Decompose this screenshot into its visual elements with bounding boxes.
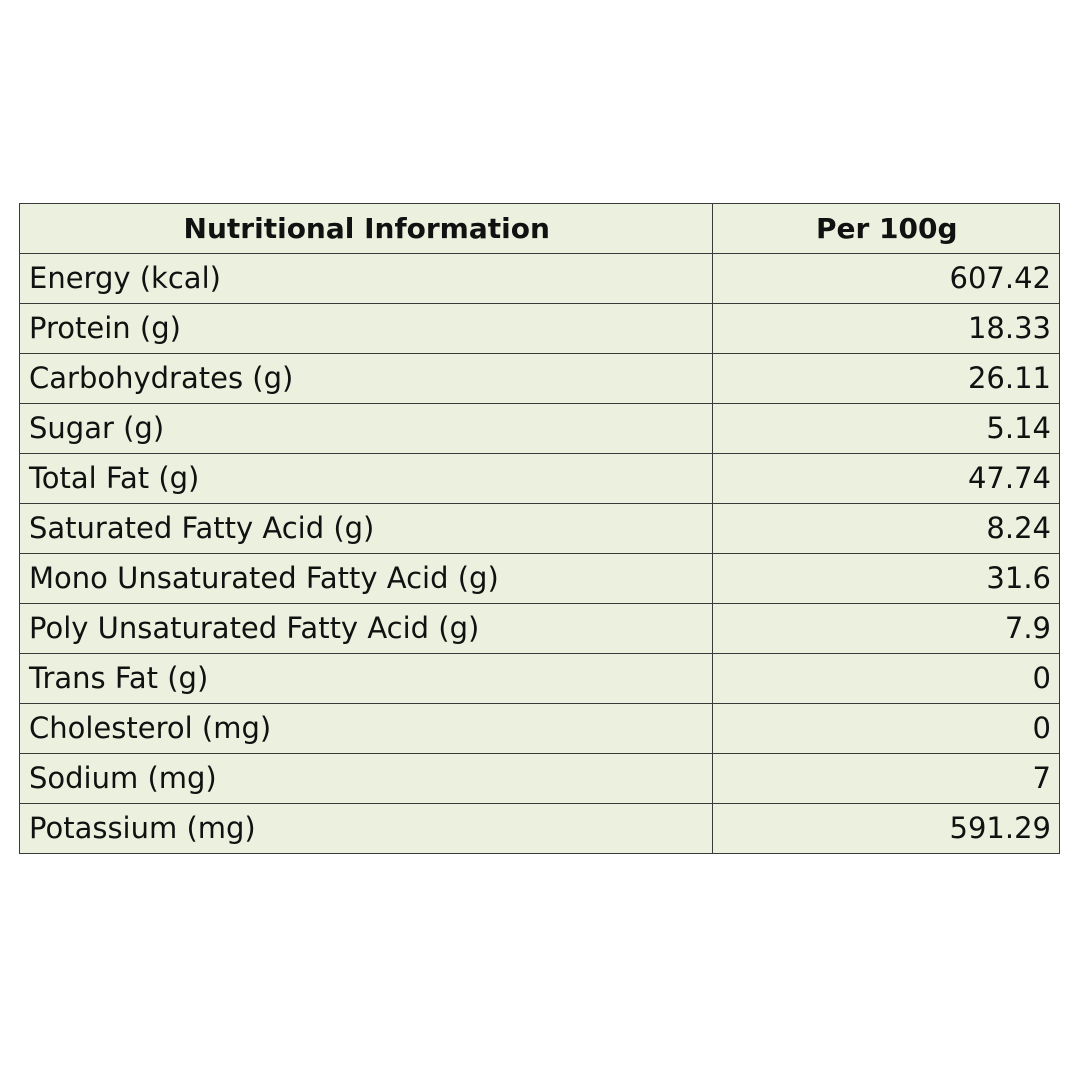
- nutrient-label: Poly Unsaturated Fatty Acid (g): [18, 603, 714, 654]
- table-row: Trans Fat (g) 0: [18, 653, 1060, 704]
- nutrient-value: 5.14: [712, 403, 1060, 454]
- table-row: Sodium (mg) 7: [18, 753, 1060, 804]
- table-row: Cholesterol (mg) 0: [18, 703, 1060, 754]
- nutrient-label: Energy (kcal): [18, 253, 714, 304]
- header-per-100g: Per 100g: [712, 203, 1060, 254]
- nutrient-label: Mono Unsaturated Fatty Acid (g): [18, 553, 714, 604]
- header-nutritional-information: Nutritional Information: [18, 203, 714, 254]
- table-row: Mono Unsaturated Fatty Acid (g) 31.6: [18, 553, 1060, 604]
- nutrient-label: Total Fat (g): [18, 453, 714, 504]
- table-row: Protein (g) 18.33: [18, 303, 1060, 354]
- table-row: Saturated Fatty Acid (g) 8.24: [18, 503, 1060, 554]
- nutrient-value: 7.9: [712, 603, 1060, 654]
- nutrient-label: Cholesterol (mg): [18, 703, 714, 754]
- table-row: Potassium (mg) 591.29: [18, 803, 1060, 854]
- nutrient-label: Carbohydrates (g): [18, 353, 714, 404]
- nutrient-value: 26.11: [712, 353, 1060, 404]
- nutrient-value: 18.33: [712, 303, 1060, 354]
- nutrient-label: Potassium (mg): [18, 803, 714, 854]
- nutrient-label: Protein (g): [18, 303, 714, 354]
- nutrition-table: Nutritional Information Per 100g Energy …: [18, 203, 1060, 854]
- table-header-row: Nutritional Information Per 100g: [18, 203, 1060, 254]
- nutrient-value: 0: [712, 653, 1060, 704]
- nutrient-label: Sodium (mg): [18, 753, 714, 804]
- nutrient-value: 47.74: [712, 453, 1060, 504]
- nutrient-label: Saturated Fatty Acid (g): [18, 503, 714, 554]
- table-row: Carbohydrates (g) 26.11: [18, 353, 1060, 404]
- nutrient-value: 31.6: [712, 553, 1060, 604]
- table-row: Sugar (g) 5.14: [18, 403, 1060, 454]
- table-row: Total Fat (g) 47.74: [18, 453, 1060, 504]
- table-row: Energy (kcal) 607.42: [18, 253, 1060, 304]
- nutrient-value: 591.29: [712, 803, 1060, 854]
- nutrient-value: 0: [712, 703, 1060, 754]
- nutrient-value: 607.42: [712, 253, 1060, 304]
- nutrient-value: 8.24: [712, 503, 1060, 554]
- table-row: Poly Unsaturated Fatty Acid (g) 7.9: [18, 603, 1060, 654]
- nutrient-label: Sugar (g): [18, 403, 714, 454]
- nutrient-label: Trans Fat (g): [18, 653, 714, 704]
- nutrient-value: 7: [712, 753, 1060, 804]
